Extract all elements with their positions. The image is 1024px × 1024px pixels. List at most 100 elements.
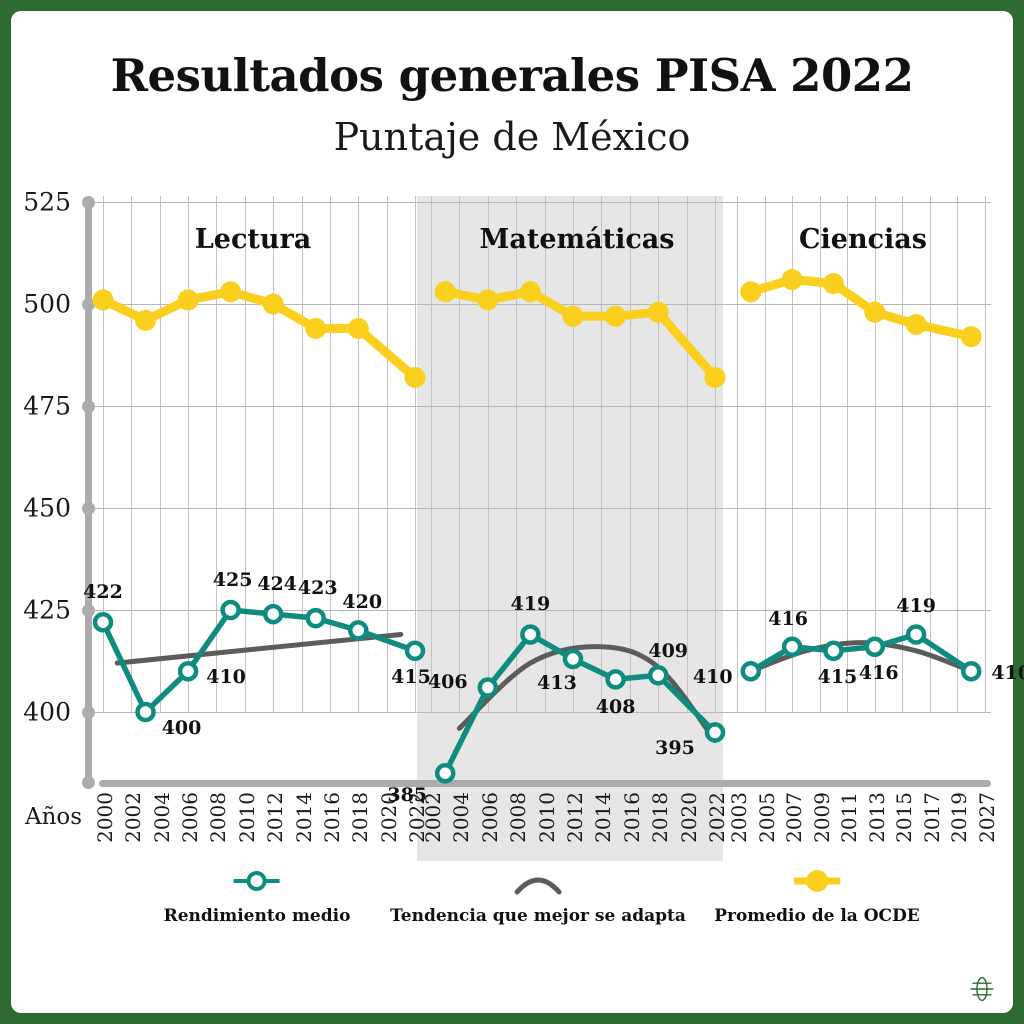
globe-icon xyxy=(970,976,994,1002)
x-tick-label: 2027 xyxy=(975,792,999,843)
gridline-horizontal xyxy=(85,508,991,509)
publimetro-logo: publimetro xyxy=(767,969,995,1009)
data-label: 416 xyxy=(768,607,808,630)
x-tick-label: 2006 xyxy=(178,792,203,843)
data-label: 410 xyxy=(206,666,246,689)
gridline-vertical xyxy=(686,196,688,712)
gridline-vertical xyxy=(715,196,716,712)
data-label: 422 xyxy=(83,581,123,604)
axis-origin-knob xyxy=(82,776,95,789)
gridline-vertical xyxy=(358,196,360,712)
x-tick-label: 2011 xyxy=(837,792,862,843)
gridline-vertical xyxy=(273,196,275,712)
gridline-vertical xyxy=(188,196,190,712)
data-label: 413 xyxy=(537,671,577,694)
data-label: 423 xyxy=(297,577,338,600)
gridline-vertical xyxy=(301,196,303,712)
gridline-vertical xyxy=(103,196,104,712)
x-tick-label: 2018 xyxy=(348,792,373,843)
gridline-vertical xyxy=(985,196,986,712)
legend-item-3[interactable]: Promedio de la OCDE xyxy=(714,866,920,926)
gridline-vertical xyxy=(459,196,461,712)
x-tick-label: 2020 xyxy=(676,792,701,843)
gridline-vertical xyxy=(874,196,876,712)
data-label: 419 xyxy=(896,595,936,618)
panel-title-lectura: Lectura xyxy=(194,224,312,255)
x-tick-label: 2008 xyxy=(206,792,231,843)
series-lines xyxy=(92,269,982,784)
data-label: 415 xyxy=(391,665,431,688)
y-axis-knob xyxy=(82,298,95,311)
data-label: 406 xyxy=(427,670,468,693)
gridline-vertical xyxy=(601,196,603,712)
y-axis-knob xyxy=(82,604,95,617)
y-tick-label: 475 xyxy=(23,391,71,421)
gridline-vertical xyxy=(487,196,489,712)
x-tick-label: 2004 xyxy=(449,792,474,843)
x-tick-label: 2010 xyxy=(234,792,259,843)
x-tick-label: 2018 xyxy=(648,792,673,843)
x-tick-label: 2013 xyxy=(864,792,889,843)
y-axis-knob xyxy=(82,400,95,413)
data-label: 419 xyxy=(510,593,551,616)
legend-label: Tendencia que mejor se adapta xyxy=(390,906,686,926)
x-tick-label: 2015 xyxy=(892,792,917,843)
open-circle-line-marker xyxy=(234,871,280,891)
x-tick-label: 2010 xyxy=(534,792,559,843)
gridline-vertical xyxy=(929,196,931,712)
data-label: 395 xyxy=(655,737,695,760)
gridline-vertical xyxy=(902,196,904,712)
y-tick-label: 400 xyxy=(23,697,71,727)
x-tick-label: 2014 xyxy=(291,792,316,843)
gridline-vertical xyxy=(131,196,133,712)
filled-circle-line-marker xyxy=(793,870,840,892)
panel-title-matemticas: Matemáticas xyxy=(479,224,675,255)
arc-curve-marker xyxy=(514,877,562,895)
x-tick-label: 2005 xyxy=(754,792,779,843)
gridline-horizontal xyxy=(85,202,991,203)
data-label: 410 xyxy=(991,662,1024,685)
gridline-horizontal xyxy=(85,610,991,611)
x-tick-label: 2017 xyxy=(919,792,944,843)
x-tick-label: 2014 xyxy=(591,792,616,843)
gridline-vertical xyxy=(819,196,821,712)
infographic-card: Resultados generales PISA 2022 Puntaje d… xyxy=(11,11,1024,1013)
legend-label: Rendimiento medio xyxy=(163,906,351,926)
gridline-vertical xyxy=(847,196,849,712)
gridline-vertical xyxy=(431,196,432,712)
x-tick-label: 2016 xyxy=(619,792,644,843)
data-label: 409 xyxy=(648,640,689,663)
x-tick-label: 2003 xyxy=(727,792,751,843)
chart-plot-area: 400 425 450 475 500 525 Lectura Matemáticas Cie… xyxy=(23,188,1024,861)
y-axis-knob xyxy=(82,196,95,209)
brand-name: publimetro xyxy=(766,969,969,1009)
x-tick-label: 2002 xyxy=(121,792,146,843)
y-tick-label: 525 xyxy=(23,187,71,217)
data-label: 425 xyxy=(212,569,253,591)
gridline-horizontal xyxy=(85,304,991,305)
y-tick-label: 450 xyxy=(23,493,71,523)
x-tick-label: 2007 xyxy=(782,792,807,843)
gridline-vertical xyxy=(415,196,416,712)
legend-label: Promedio de la OCDE xyxy=(714,906,920,926)
data-label: 400 xyxy=(161,717,202,739)
data-label: 420 xyxy=(342,591,383,614)
x-axis-spine xyxy=(99,780,991,787)
x-axis-caption: Años xyxy=(25,804,83,830)
y-axis-knob xyxy=(82,706,95,719)
y-tick-label: 425 xyxy=(23,595,71,625)
gridline-vertical xyxy=(516,196,518,712)
gridline-vertical xyxy=(792,196,794,712)
gridline-vertical xyxy=(216,196,218,712)
gridline-vertical xyxy=(329,196,331,712)
data-label: 410 xyxy=(692,666,733,689)
legend-item-2[interactable]: Tendencia que mejor se adapta xyxy=(390,866,686,926)
y-axis-spine xyxy=(85,196,92,786)
data-label: 385 xyxy=(387,784,428,807)
gridline-horizontal xyxy=(85,406,991,407)
x-tick-label: 2008 xyxy=(506,792,531,843)
gridline-horizontal xyxy=(85,712,991,713)
legend-item-1[interactable]: Rendimiento medio xyxy=(163,866,351,926)
gridline-vertical xyxy=(629,196,631,712)
data-label: 416 xyxy=(858,661,899,684)
